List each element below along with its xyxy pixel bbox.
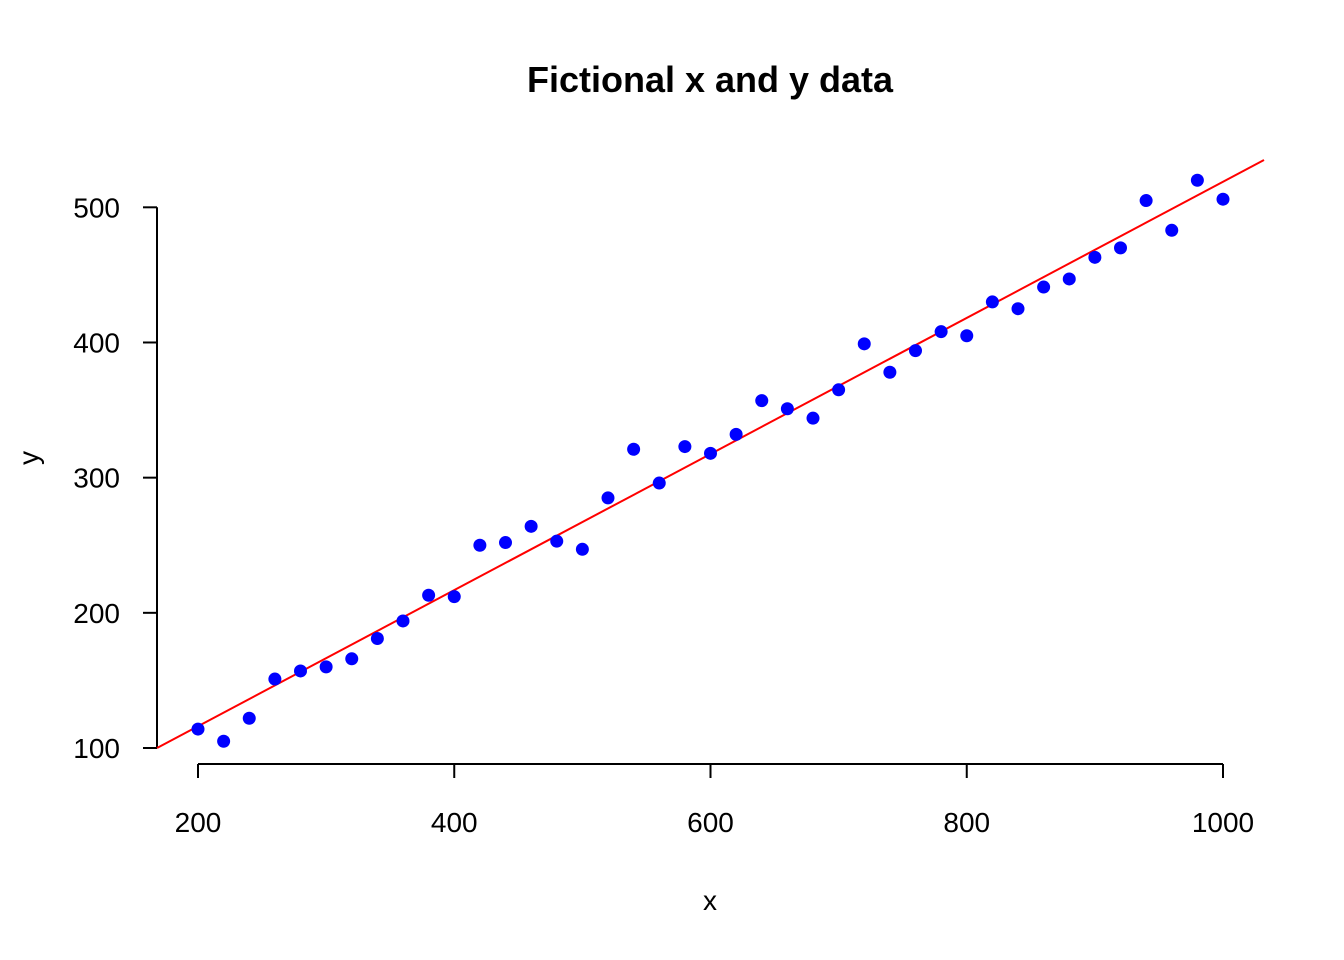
- y-tick-label: 200: [73, 598, 120, 629]
- data-point: [1165, 223, 1179, 237]
- data-point: [1139, 194, 1153, 208]
- data-point: [217, 734, 231, 748]
- y-tick-label: 500: [73, 192, 120, 223]
- data-point: [1114, 241, 1127, 255]
- data-point: [601, 491, 615, 505]
- y-tick-label: 100: [73, 733, 120, 764]
- data-point: [268, 672, 282, 686]
- x-axis: 200 400 600 800 1000: [175, 763, 1254, 838]
- data-point: [499, 536, 512, 550]
- y-axis-label: y: [13, 451, 44, 465]
- data-point: [1011, 302, 1025, 316]
- data-point: [857, 337, 871, 351]
- x-tick-label: 200: [175, 807, 222, 838]
- data-point: [678, 440, 692, 454]
- data-point: [422, 588, 436, 602]
- y-axis: 100 200 300 400 500: [73, 192, 158, 764]
- data-point: [1190, 173, 1204, 187]
- x-tick-label: 600: [687, 807, 734, 838]
- data-point: [985, 295, 999, 309]
- data-point: [370, 632, 384, 646]
- data-point: [294, 664, 307, 678]
- x-axis-label: x: [703, 885, 717, 916]
- y-tick-label: 300: [73, 463, 120, 494]
- data-point: [627, 442, 641, 456]
- data-point: [652, 476, 666, 490]
- data-point: [1088, 250, 1102, 264]
- data-point: [191, 722, 205, 736]
- data-point: [473, 538, 487, 552]
- data-point: [832, 383, 846, 397]
- data-point: [550, 534, 564, 548]
- data-point: [524, 519, 538, 533]
- data-point: [755, 394, 769, 408]
- data-point: [704, 446, 717, 460]
- data-point: [396, 614, 410, 628]
- x-tick-label: 1000: [1192, 807, 1254, 838]
- data-point: [575, 542, 589, 556]
- data-point: [780, 402, 794, 416]
- chart-title: Fictional x and y data: [527, 59, 894, 100]
- data-point: [883, 365, 897, 379]
- data-point: [806, 411, 820, 425]
- data-point: [319, 660, 333, 674]
- data-point: [345, 652, 359, 666]
- data-points: [191, 173, 1230, 748]
- x-tick-label: 400: [431, 807, 478, 838]
- data-point: [447, 590, 461, 604]
- data-point: [960, 329, 974, 343]
- data-point: [909, 344, 922, 358]
- y-tick-label: 400: [73, 327, 120, 358]
- data-point: [729, 427, 743, 441]
- data-point: [1062, 272, 1076, 286]
- data-point: [1216, 192, 1230, 206]
- x-tick-label: 800: [943, 807, 990, 838]
- data-point: [242, 711, 256, 725]
- data-point: [934, 325, 948, 339]
- data-point: [1037, 280, 1051, 294]
